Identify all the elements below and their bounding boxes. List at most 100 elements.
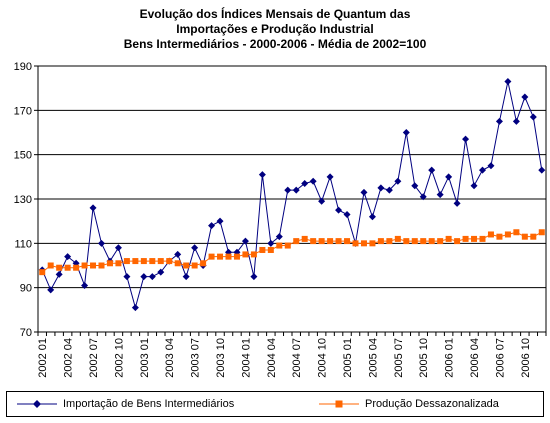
x-tick-label: 2004 04	[266, 338, 278, 378]
square-marker-icon	[319, 400, 359, 408]
data-point-imports	[191, 244, 199, 252]
legend-label: Produção Dessazonalizada	[365, 398, 499, 410]
data-point-imports	[529, 113, 537, 121]
legend-item-imports: Importação de Bens Intermediários	[17, 398, 234, 410]
data-point-imports	[479, 166, 486, 174]
data-point-imports	[504, 78, 512, 86]
data-point-production	[115, 260, 122, 267]
legend-item-production: Produção Dessazonalizada	[319, 398, 499, 410]
data-point-production	[81, 262, 88, 269]
y-tick-label: 150	[14, 150, 32, 162]
data-point-production	[428, 238, 435, 245]
data-point-imports	[140, 273, 148, 281]
data-point-production	[301, 235, 308, 242]
data-point-production	[284, 242, 291, 249]
x-tick-label: 2004 07	[291, 338, 303, 378]
data-point-production	[267, 246, 274, 253]
data-point-production	[98, 262, 105, 269]
data-point-production	[208, 253, 215, 260]
data-point-production	[293, 238, 300, 245]
data-point-production	[377, 238, 384, 245]
x-tick-label: 2003 10	[215, 338, 227, 378]
data-point-imports	[157, 268, 165, 276]
data-point-production	[437, 238, 444, 245]
data-point-imports	[292, 186, 300, 194]
y-tick-label: 190	[14, 61, 32, 73]
x-tick-label: 2002 04	[63, 338, 75, 378]
data-point-production	[445, 235, 452, 242]
data-point-production	[242, 251, 249, 258]
data-point-production	[183, 262, 190, 269]
data-point-production	[157, 258, 164, 265]
data-point-production	[411, 238, 418, 245]
data-point-imports	[538, 166, 546, 174]
data-point-production	[39, 269, 46, 276]
data-point-imports	[394, 177, 402, 185]
data-point-imports	[343, 211, 351, 219]
y-tick-labels: 70 90 110 130 150 170 190	[14, 61, 32, 339]
data-point-imports	[182, 273, 190, 281]
data-point-imports	[47, 286, 55, 294]
x-tick-label: 2003 04	[164, 338, 176, 378]
data-point-production	[233, 253, 240, 260]
data-point-imports	[301, 179, 309, 187]
axes	[34, 65, 547, 336]
data-point-production	[250, 251, 257, 258]
x-tick-label: 2005 01	[342, 338, 354, 378]
y-tick-label: 170	[14, 105, 32, 117]
data-point-production	[538, 229, 545, 236]
data-point-imports	[98, 239, 105, 247]
x-tick-label: 2005 07	[393, 338, 405, 378]
data-point-imports	[55, 270, 63, 278]
x-tick-label: 2002 10	[113, 338, 125, 378]
data-point-production	[149, 258, 156, 265]
chart-title-line: Importações e Produção Industrial	[176, 22, 374, 36]
data-point-imports	[275, 233, 283, 241]
data-point-production	[369, 240, 376, 247]
data-point-production	[521, 233, 528, 240]
data-point-imports	[131, 304, 139, 312]
data-point-production	[327, 238, 334, 245]
data-point-imports	[368, 213, 376, 221]
data-point-imports	[318, 197, 326, 205]
data-point-imports	[521, 93, 529, 101]
data-point-production	[479, 235, 486, 242]
data-point-imports	[385, 186, 393, 194]
data-point-imports	[428, 166, 436, 174]
data-point-production	[462, 235, 469, 242]
data-point-production	[56, 264, 63, 271]
data-point-production	[64, 264, 71, 271]
data-point-production	[259, 246, 266, 253]
chart-title: Evolução dos Índices Mensais de Quantum …	[0, 7, 550, 52]
y-tick-label: 70	[20, 327, 32, 339]
y-tick-label: 130	[14, 194, 32, 206]
data-point-imports	[377, 184, 385, 192]
data-point-production	[174, 260, 181, 267]
data-point-production	[420, 238, 427, 245]
diamond-marker-icon	[17, 400, 57, 408]
data-point-imports	[81, 281, 89, 289]
data-point-production	[140, 258, 147, 265]
data-point-production	[487, 231, 494, 238]
data-point-imports	[402, 129, 410, 136]
x-tick-label: 2005 10	[418, 338, 430, 378]
data-point-production	[90, 262, 97, 269]
data-point-imports	[216, 217, 224, 225]
data-point-imports	[470, 182, 478, 190]
data-point-production	[360, 240, 367, 247]
data-point-imports	[360, 188, 368, 196]
data-point-imports	[419, 193, 427, 201]
data-point-imports	[495, 117, 503, 125]
data-point-production	[513, 229, 520, 236]
data-point-production	[200, 260, 207, 267]
data-point-imports	[436, 191, 444, 199]
data-point-production	[386, 238, 393, 245]
data-point-imports	[512, 117, 520, 125]
data-point-production	[403, 238, 410, 245]
data-point-production	[47, 262, 54, 269]
data-point-production	[335, 238, 342, 245]
data-point-imports	[309, 177, 317, 185]
x-tick-label: 2006 07	[494, 338, 506, 378]
data-point-production	[132, 258, 139, 265]
